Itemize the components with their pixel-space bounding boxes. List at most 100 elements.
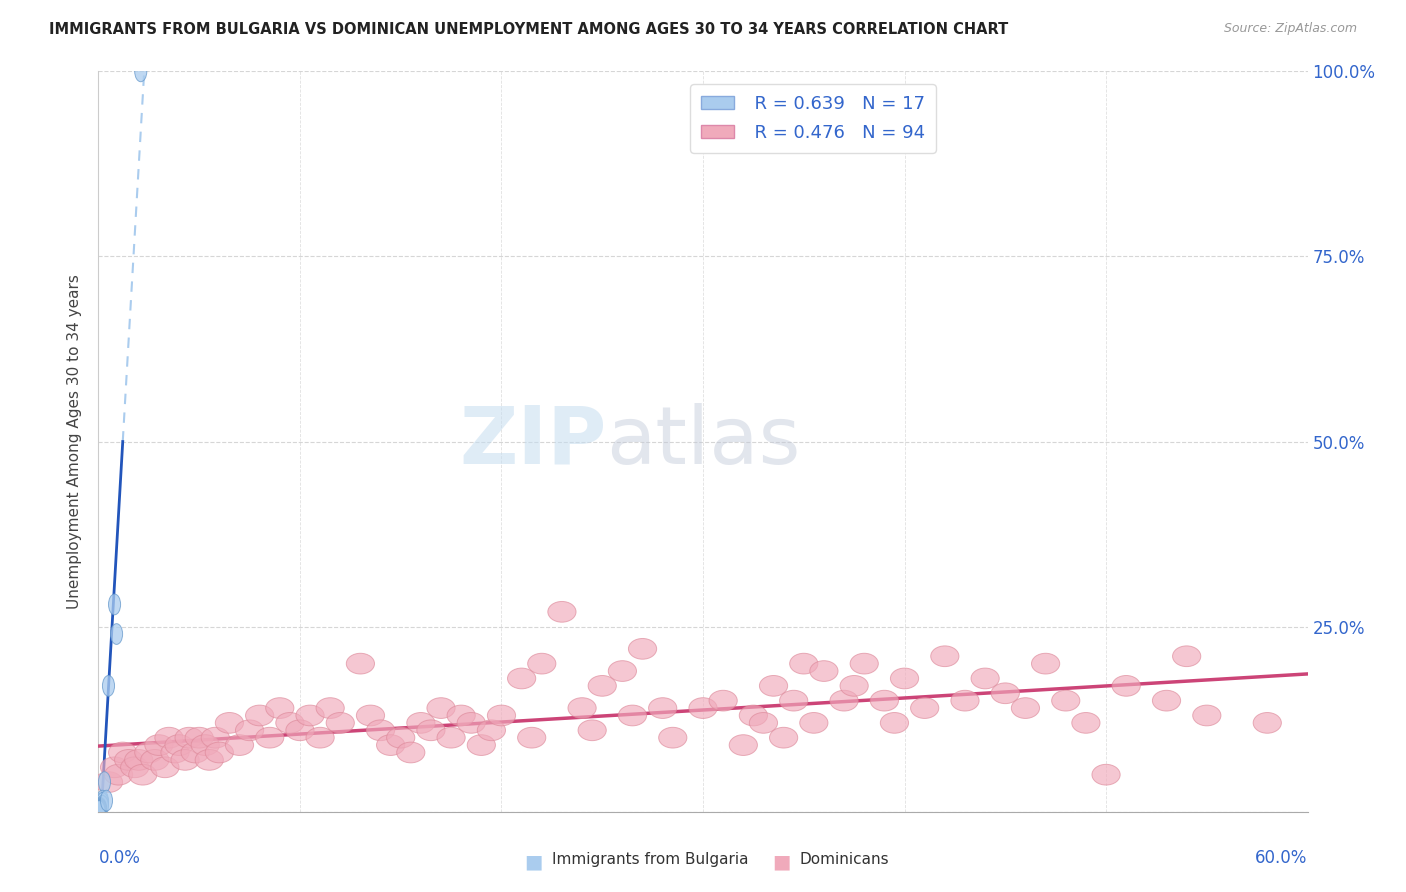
Ellipse shape — [800, 713, 828, 733]
Ellipse shape — [830, 690, 858, 711]
Ellipse shape — [619, 705, 647, 726]
Ellipse shape — [160, 742, 188, 763]
Ellipse shape — [367, 720, 395, 740]
Ellipse shape — [609, 661, 637, 681]
Ellipse shape — [749, 713, 778, 733]
Text: Immigrants from Bulgaria: Immigrants from Bulgaria — [551, 853, 748, 867]
Ellipse shape — [145, 735, 173, 756]
Text: ■: ■ — [772, 853, 790, 871]
Ellipse shape — [266, 698, 294, 718]
Ellipse shape — [568, 698, 596, 718]
Text: atlas: atlas — [606, 402, 800, 481]
Ellipse shape — [689, 698, 717, 718]
Ellipse shape — [517, 727, 546, 748]
Ellipse shape — [191, 735, 219, 756]
Ellipse shape — [387, 727, 415, 748]
Ellipse shape — [100, 757, 129, 778]
Ellipse shape — [870, 690, 898, 711]
Ellipse shape — [377, 735, 405, 756]
Ellipse shape — [97, 790, 108, 811]
Ellipse shape — [111, 624, 122, 644]
Ellipse shape — [730, 735, 758, 756]
Ellipse shape — [94, 799, 107, 820]
Ellipse shape — [1052, 690, 1080, 711]
Ellipse shape — [1032, 653, 1060, 674]
Ellipse shape — [588, 675, 616, 697]
Ellipse shape — [457, 713, 485, 733]
Ellipse shape — [235, 720, 264, 740]
Ellipse shape — [155, 727, 183, 748]
Ellipse shape — [93, 801, 105, 822]
Ellipse shape — [548, 601, 576, 623]
Ellipse shape — [779, 690, 808, 711]
Ellipse shape — [285, 720, 314, 740]
Ellipse shape — [201, 727, 229, 748]
Ellipse shape — [488, 705, 516, 726]
Ellipse shape — [94, 798, 107, 819]
Text: Dominicans: Dominicans — [800, 853, 890, 867]
Ellipse shape — [437, 727, 465, 748]
Ellipse shape — [94, 800, 107, 821]
Ellipse shape — [931, 646, 959, 666]
Ellipse shape — [972, 668, 1000, 689]
Ellipse shape — [769, 727, 797, 748]
Ellipse shape — [125, 749, 153, 771]
Ellipse shape — [1192, 705, 1220, 726]
Ellipse shape — [108, 594, 121, 615]
Ellipse shape — [174, 727, 204, 748]
Ellipse shape — [991, 683, 1019, 704]
Ellipse shape — [256, 727, 284, 748]
Ellipse shape — [890, 668, 918, 689]
Ellipse shape — [356, 705, 385, 726]
Ellipse shape — [98, 772, 111, 792]
Ellipse shape — [790, 653, 818, 674]
Ellipse shape — [121, 757, 149, 778]
Ellipse shape — [141, 749, 169, 771]
Ellipse shape — [181, 742, 209, 763]
Ellipse shape — [316, 698, 344, 718]
Ellipse shape — [527, 653, 555, 674]
Ellipse shape — [880, 713, 908, 733]
Ellipse shape — [114, 749, 143, 771]
Ellipse shape — [135, 61, 146, 82]
Ellipse shape — [346, 653, 374, 674]
Ellipse shape — [94, 800, 105, 821]
Ellipse shape — [1253, 713, 1281, 733]
Ellipse shape — [94, 797, 107, 818]
Ellipse shape — [100, 790, 112, 811]
Ellipse shape — [205, 742, 233, 763]
Ellipse shape — [759, 675, 787, 697]
Ellipse shape — [186, 727, 214, 748]
Ellipse shape — [103, 675, 114, 697]
Text: IMMIGRANTS FROM BULGARIA VS DOMINICAN UNEMPLOYMENT AMONG AGES 30 TO 34 YEARS COR: IMMIGRANTS FROM BULGARIA VS DOMINICAN UN… — [49, 22, 1008, 37]
Text: 60.0%: 60.0% — [1256, 849, 1308, 867]
Ellipse shape — [1173, 646, 1201, 666]
Ellipse shape — [276, 713, 304, 733]
Ellipse shape — [1071, 713, 1099, 733]
Ellipse shape — [427, 698, 456, 718]
Ellipse shape — [129, 764, 157, 785]
Ellipse shape — [950, 690, 979, 711]
Ellipse shape — [467, 735, 495, 756]
Ellipse shape — [195, 749, 224, 771]
Ellipse shape — [658, 727, 688, 748]
Ellipse shape — [1153, 690, 1181, 711]
Ellipse shape — [740, 705, 768, 726]
Ellipse shape — [1092, 764, 1121, 785]
Ellipse shape — [97, 792, 108, 814]
Ellipse shape — [810, 661, 838, 681]
Ellipse shape — [911, 698, 939, 718]
Ellipse shape — [307, 727, 335, 748]
Ellipse shape — [94, 800, 107, 821]
Ellipse shape — [1112, 675, 1140, 697]
Text: ■: ■ — [524, 853, 543, 871]
Ellipse shape — [104, 764, 132, 785]
Y-axis label: Unemployment Among Ages 30 to 34 years: Unemployment Among Ages 30 to 34 years — [67, 274, 83, 609]
Ellipse shape — [135, 742, 163, 763]
Ellipse shape — [628, 639, 657, 659]
Legend:   R = 0.639   N = 17,   R = 0.476   N = 94: R = 0.639 N = 17, R = 0.476 N = 94 — [690, 84, 936, 153]
Ellipse shape — [94, 772, 122, 792]
Ellipse shape — [416, 720, 446, 740]
Ellipse shape — [508, 668, 536, 689]
Ellipse shape — [839, 675, 869, 697]
